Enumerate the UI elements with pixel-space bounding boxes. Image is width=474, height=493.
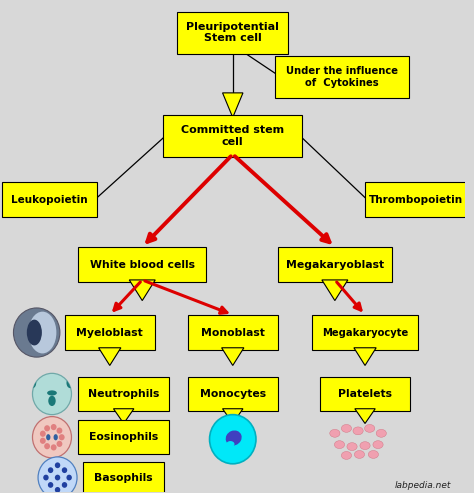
Ellipse shape (48, 482, 53, 488)
Ellipse shape (56, 441, 63, 447)
Polygon shape (99, 348, 121, 365)
Ellipse shape (27, 319, 42, 346)
Ellipse shape (66, 475, 72, 481)
FancyBboxPatch shape (365, 182, 467, 217)
FancyBboxPatch shape (312, 315, 419, 350)
Text: Megakaryoblast: Megakaryoblast (286, 260, 384, 270)
Ellipse shape (40, 430, 46, 437)
Ellipse shape (365, 424, 375, 432)
FancyBboxPatch shape (78, 247, 206, 282)
FancyBboxPatch shape (177, 12, 289, 54)
Circle shape (33, 373, 72, 415)
Ellipse shape (66, 378, 74, 388)
Ellipse shape (40, 438, 46, 444)
FancyBboxPatch shape (188, 315, 278, 350)
FancyBboxPatch shape (83, 461, 164, 493)
Polygon shape (113, 409, 134, 423)
Ellipse shape (51, 424, 56, 430)
Ellipse shape (43, 475, 49, 481)
Circle shape (13, 308, 60, 357)
Ellipse shape (353, 427, 363, 435)
FancyBboxPatch shape (64, 315, 155, 350)
FancyBboxPatch shape (320, 377, 410, 411)
FancyBboxPatch shape (188, 377, 278, 411)
Ellipse shape (51, 444, 56, 451)
Ellipse shape (59, 434, 64, 440)
Text: Under the influence
of  Cytokines: Under the influence of Cytokines (286, 66, 398, 88)
Text: Leukopoietin: Leukopoietin (11, 195, 88, 205)
Text: Monocytes: Monocytes (200, 389, 266, 399)
Text: Basophils: Basophils (94, 473, 153, 483)
Ellipse shape (55, 462, 60, 468)
Ellipse shape (355, 451, 365, 458)
Text: Myeloblast: Myeloblast (76, 327, 143, 338)
Ellipse shape (368, 451, 378, 458)
Text: Committed stem
cell: Committed stem cell (181, 125, 284, 147)
Ellipse shape (46, 434, 50, 440)
Circle shape (33, 417, 72, 458)
Ellipse shape (55, 487, 60, 493)
Polygon shape (129, 280, 155, 301)
Polygon shape (222, 348, 244, 365)
Circle shape (210, 415, 256, 464)
Ellipse shape (44, 425, 50, 431)
Circle shape (38, 457, 77, 493)
Polygon shape (354, 348, 376, 365)
FancyBboxPatch shape (78, 420, 169, 455)
Ellipse shape (29, 378, 36, 388)
Ellipse shape (47, 390, 57, 395)
Ellipse shape (334, 441, 345, 449)
Ellipse shape (376, 429, 386, 437)
Polygon shape (322, 280, 348, 301)
Text: Neutrophils: Neutrophils (88, 389, 159, 399)
Text: labpedia.net: labpedia.net (394, 481, 451, 490)
Ellipse shape (341, 424, 352, 432)
Ellipse shape (62, 482, 67, 488)
Polygon shape (223, 93, 243, 117)
Text: White blood cells: White blood cells (90, 260, 195, 270)
Ellipse shape (62, 467, 67, 473)
Text: Eosinophils: Eosinophils (89, 432, 158, 442)
Text: Thrombopoietin: Thrombopoietin (369, 195, 463, 205)
Ellipse shape (44, 443, 50, 449)
Ellipse shape (341, 452, 352, 459)
Polygon shape (355, 409, 375, 423)
FancyBboxPatch shape (78, 377, 169, 411)
Text: Pleuripotential
Stem cell: Pleuripotential Stem cell (186, 22, 279, 43)
Ellipse shape (28, 312, 56, 353)
Ellipse shape (56, 427, 63, 434)
FancyBboxPatch shape (274, 56, 409, 98)
Ellipse shape (226, 430, 242, 446)
Polygon shape (223, 409, 243, 423)
Ellipse shape (330, 429, 340, 437)
Text: Monoblast: Monoblast (201, 327, 264, 338)
Ellipse shape (360, 442, 370, 450)
Ellipse shape (48, 467, 53, 473)
Ellipse shape (227, 441, 235, 447)
Ellipse shape (373, 441, 383, 449)
Ellipse shape (55, 475, 60, 481)
Ellipse shape (54, 434, 58, 440)
FancyBboxPatch shape (2, 182, 97, 217)
FancyBboxPatch shape (278, 247, 392, 282)
Ellipse shape (48, 396, 55, 406)
Text: Platelets: Platelets (338, 389, 392, 399)
Text: Megakaryocyte: Megakaryocyte (322, 327, 408, 338)
Ellipse shape (347, 443, 357, 451)
FancyBboxPatch shape (163, 115, 302, 157)
